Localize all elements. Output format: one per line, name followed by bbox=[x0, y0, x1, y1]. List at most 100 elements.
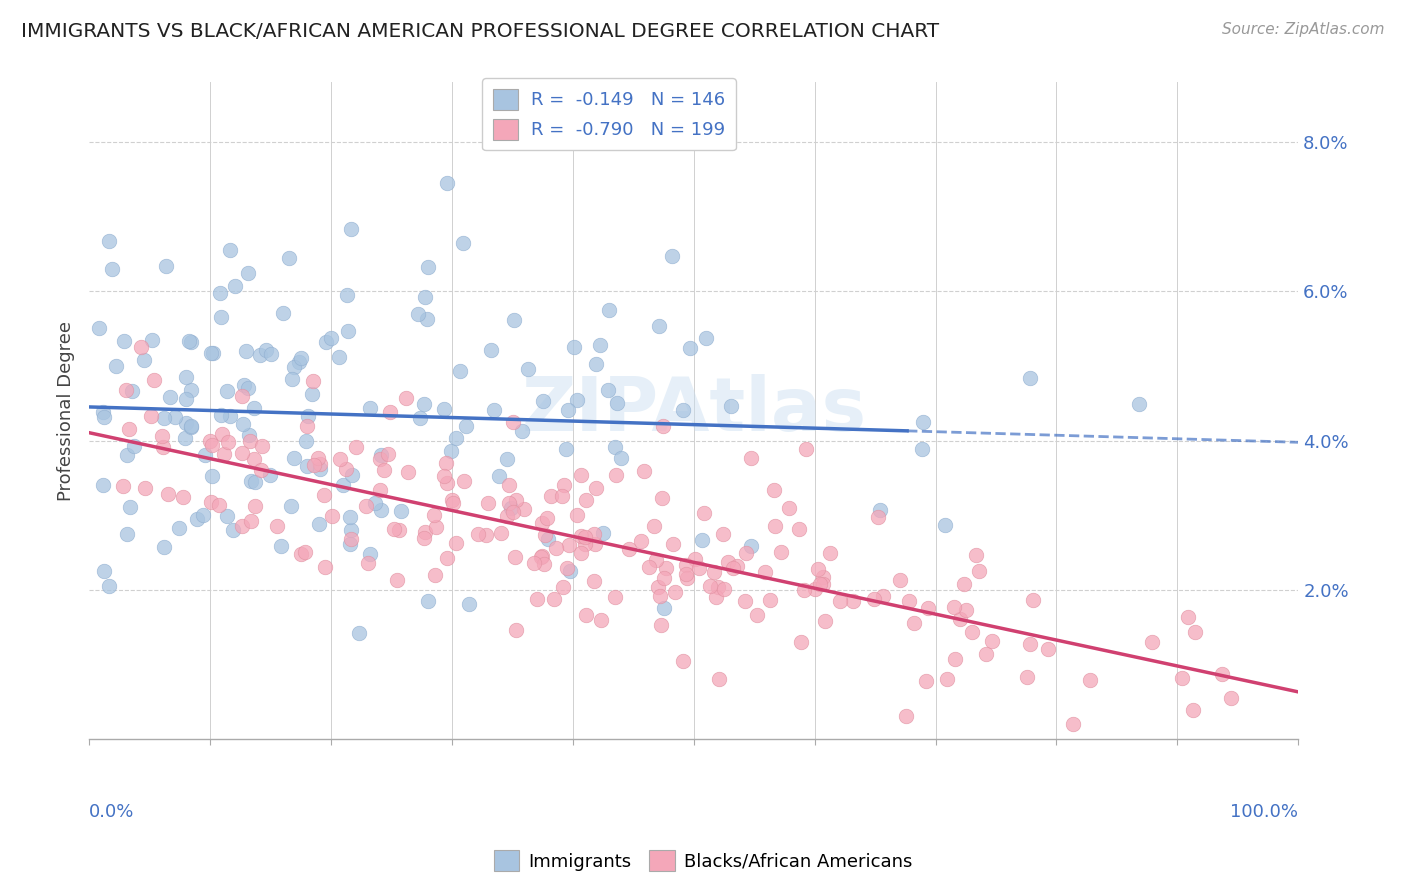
Point bbox=[297, 458, 319, 473]
Point bbox=[370, 448, 392, 462]
Point bbox=[240, 474, 263, 488]
Point bbox=[239, 434, 262, 448]
Point bbox=[652, 571, 675, 585]
Point bbox=[444, 535, 467, 549]
Point bbox=[540, 489, 562, 503]
Point bbox=[231, 446, 253, 460]
Point bbox=[283, 360, 305, 375]
Point bbox=[280, 499, 302, 513]
Point bbox=[591, 613, 613, 627]
Point bbox=[510, 424, 533, 438]
Point bbox=[283, 450, 305, 465]
Point bbox=[531, 394, 554, 409]
Point bbox=[495, 451, 517, 466]
Point bbox=[315, 334, 337, 349]
Point bbox=[536, 511, 558, 525]
Point bbox=[652, 419, 675, 434]
Point bbox=[440, 444, 463, 458]
Point bbox=[583, 574, 606, 589]
Point bbox=[1182, 703, 1205, 717]
Point bbox=[745, 608, 768, 623]
Point bbox=[339, 510, 361, 524]
Point bbox=[695, 331, 717, 345]
Point bbox=[808, 577, 831, 591]
Point bbox=[534, 528, 557, 542]
Point bbox=[266, 519, 288, 533]
Point bbox=[121, 384, 143, 398]
Point bbox=[725, 559, 748, 574]
Point bbox=[413, 525, 436, 540]
Point bbox=[387, 523, 409, 537]
Point bbox=[93, 564, 115, 578]
Point bbox=[174, 392, 197, 407]
Point bbox=[630, 533, 652, 548]
Point bbox=[155, 259, 177, 273]
Point bbox=[763, 519, 786, 533]
Point bbox=[762, 483, 785, 497]
Point bbox=[720, 399, 742, 413]
Point bbox=[357, 556, 380, 570]
Point bbox=[569, 529, 592, 543]
Point bbox=[498, 496, 520, 510]
Point bbox=[295, 434, 318, 448]
Point bbox=[583, 537, 606, 551]
Point bbox=[575, 492, 598, 507]
Point bbox=[423, 508, 446, 522]
Point bbox=[605, 590, 627, 604]
Point bbox=[974, 647, 997, 661]
Point bbox=[408, 307, 430, 321]
Point bbox=[389, 504, 412, 518]
Point bbox=[811, 570, 834, 584]
Point bbox=[533, 557, 555, 571]
Point bbox=[329, 452, 352, 467]
Point bbox=[100, 262, 122, 277]
Point bbox=[157, 486, 180, 500]
Point bbox=[794, 442, 817, 456]
Point bbox=[124, 439, 146, 453]
Point bbox=[219, 409, 242, 423]
Point bbox=[340, 468, 363, 483]
Point bbox=[1142, 635, 1164, 649]
Point bbox=[319, 331, 342, 345]
Point bbox=[174, 370, 197, 384]
Point bbox=[235, 344, 257, 359]
Point bbox=[250, 463, 273, 477]
Point bbox=[551, 489, 574, 503]
Point bbox=[1038, 642, 1060, 657]
Point bbox=[637, 560, 659, 574]
Point bbox=[917, 601, 939, 615]
Point bbox=[598, 383, 620, 397]
Point bbox=[546, 541, 568, 555]
Point bbox=[557, 403, 579, 417]
Point bbox=[385, 574, 408, 588]
Point bbox=[378, 405, 401, 419]
Point bbox=[142, 373, 165, 387]
Point bbox=[97, 579, 120, 593]
Point bbox=[89, 321, 111, 335]
Point bbox=[224, 279, 246, 293]
Point bbox=[740, 539, 762, 553]
Point bbox=[359, 547, 381, 561]
Point bbox=[165, 410, 187, 425]
Y-axis label: Professional Degree: Professional Degree bbox=[58, 320, 75, 500]
Point bbox=[449, 364, 471, 378]
Point bbox=[191, 508, 214, 523]
Point bbox=[645, 553, 668, 567]
Point bbox=[118, 421, 141, 435]
Point bbox=[502, 415, 524, 429]
Point bbox=[502, 505, 524, 519]
Point bbox=[232, 417, 254, 431]
Point bbox=[260, 347, 283, 361]
Point bbox=[249, 348, 271, 362]
Point bbox=[337, 324, 360, 338]
Point bbox=[754, 565, 776, 579]
Point bbox=[1219, 691, 1241, 706]
Point bbox=[588, 337, 610, 351]
Point bbox=[1062, 717, 1084, 731]
Point bbox=[287, 355, 309, 369]
Point bbox=[505, 624, 527, 638]
Point bbox=[740, 451, 762, 466]
Point bbox=[413, 290, 436, 304]
Point bbox=[370, 483, 392, 497]
Text: 100.0%: 100.0% bbox=[1230, 803, 1298, 821]
